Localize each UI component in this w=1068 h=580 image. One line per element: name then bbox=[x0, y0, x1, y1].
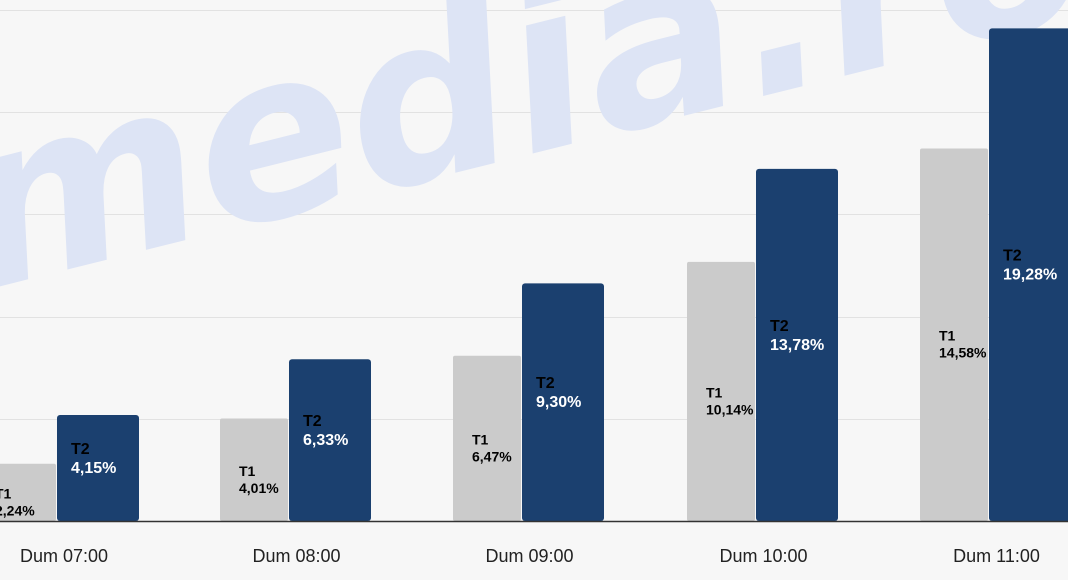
bar-t2 bbox=[57, 414, 139, 521]
bar-label-t2-name: T2 bbox=[770, 318, 789, 335]
x-tick-label: Dum 09:00 bbox=[485, 546, 573, 566]
bar-label-t1-name: T1 bbox=[239, 463, 256, 479]
x-tick-label: Dum 08:00 bbox=[252, 546, 340, 566]
bar-t1 bbox=[453, 355, 521, 521]
bar-label-t1-name: T1 bbox=[0, 485, 12, 501]
bar-label-t2-value: 13,78% bbox=[770, 337, 824, 354]
bar-label-t1-value: 2,24% bbox=[0, 502, 35, 518]
bar-label-t2-name: T2 bbox=[1003, 248, 1022, 265]
bar-labels: T12,24%T24,15%T14,01%T26,33%T16,47%T29,3… bbox=[0, 248, 1057, 519]
bar-label-t2-value: 9,30% bbox=[536, 394, 581, 411]
bar-t1 bbox=[687, 261, 755, 521]
gridlines bbox=[0, 10, 1068, 420]
x-tick-label: Dum 07:00 bbox=[20, 546, 108, 566]
bar-label-t1-name: T1 bbox=[472, 431, 489, 447]
bar-t1 bbox=[920, 148, 988, 521]
bar-label-t2-name: T2 bbox=[536, 375, 555, 392]
bars bbox=[0, 28, 1068, 521]
bar-t2 bbox=[989, 28, 1068, 521]
x-tick-label: Dum 10:00 bbox=[719, 546, 807, 566]
bar-label-t1-value: 6,47% bbox=[472, 448, 512, 464]
bar-t2 bbox=[756, 168, 838, 521]
bar-label-t1-value: 4,01% bbox=[239, 480, 279, 496]
x-tick-labels: Dum 07:00 Dum 08:00 Dum 09:00 Dum 10:00 Dum … bbox=[20, 546, 1040, 566]
bar-t1 bbox=[220, 418, 288, 521]
bar-label-t1-value: 10,14% bbox=[706, 401, 754, 417]
bar-label-t1-name: T1 bbox=[706, 384, 723, 400]
bar-label-t1-value: 14,58% bbox=[939, 345, 987, 361]
bar-t1 bbox=[0, 463, 56, 521]
bar-t2 bbox=[289, 359, 371, 521]
bar-label-t2-name: T2 bbox=[303, 413, 322, 430]
bar-label-t2-value: 19,28% bbox=[1003, 267, 1057, 284]
x-tick-label: Dum 11:00 bbox=[953, 546, 1040, 566]
bar-t2 bbox=[522, 283, 604, 521]
bar-label-t2-value: 4,15% bbox=[71, 460, 116, 477]
bar-label-t2-value: 6,33% bbox=[303, 432, 348, 449]
bar-label-t2-name: T2 bbox=[71, 441, 90, 458]
bar-label-t1-name: T1 bbox=[939, 328, 956, 344]
